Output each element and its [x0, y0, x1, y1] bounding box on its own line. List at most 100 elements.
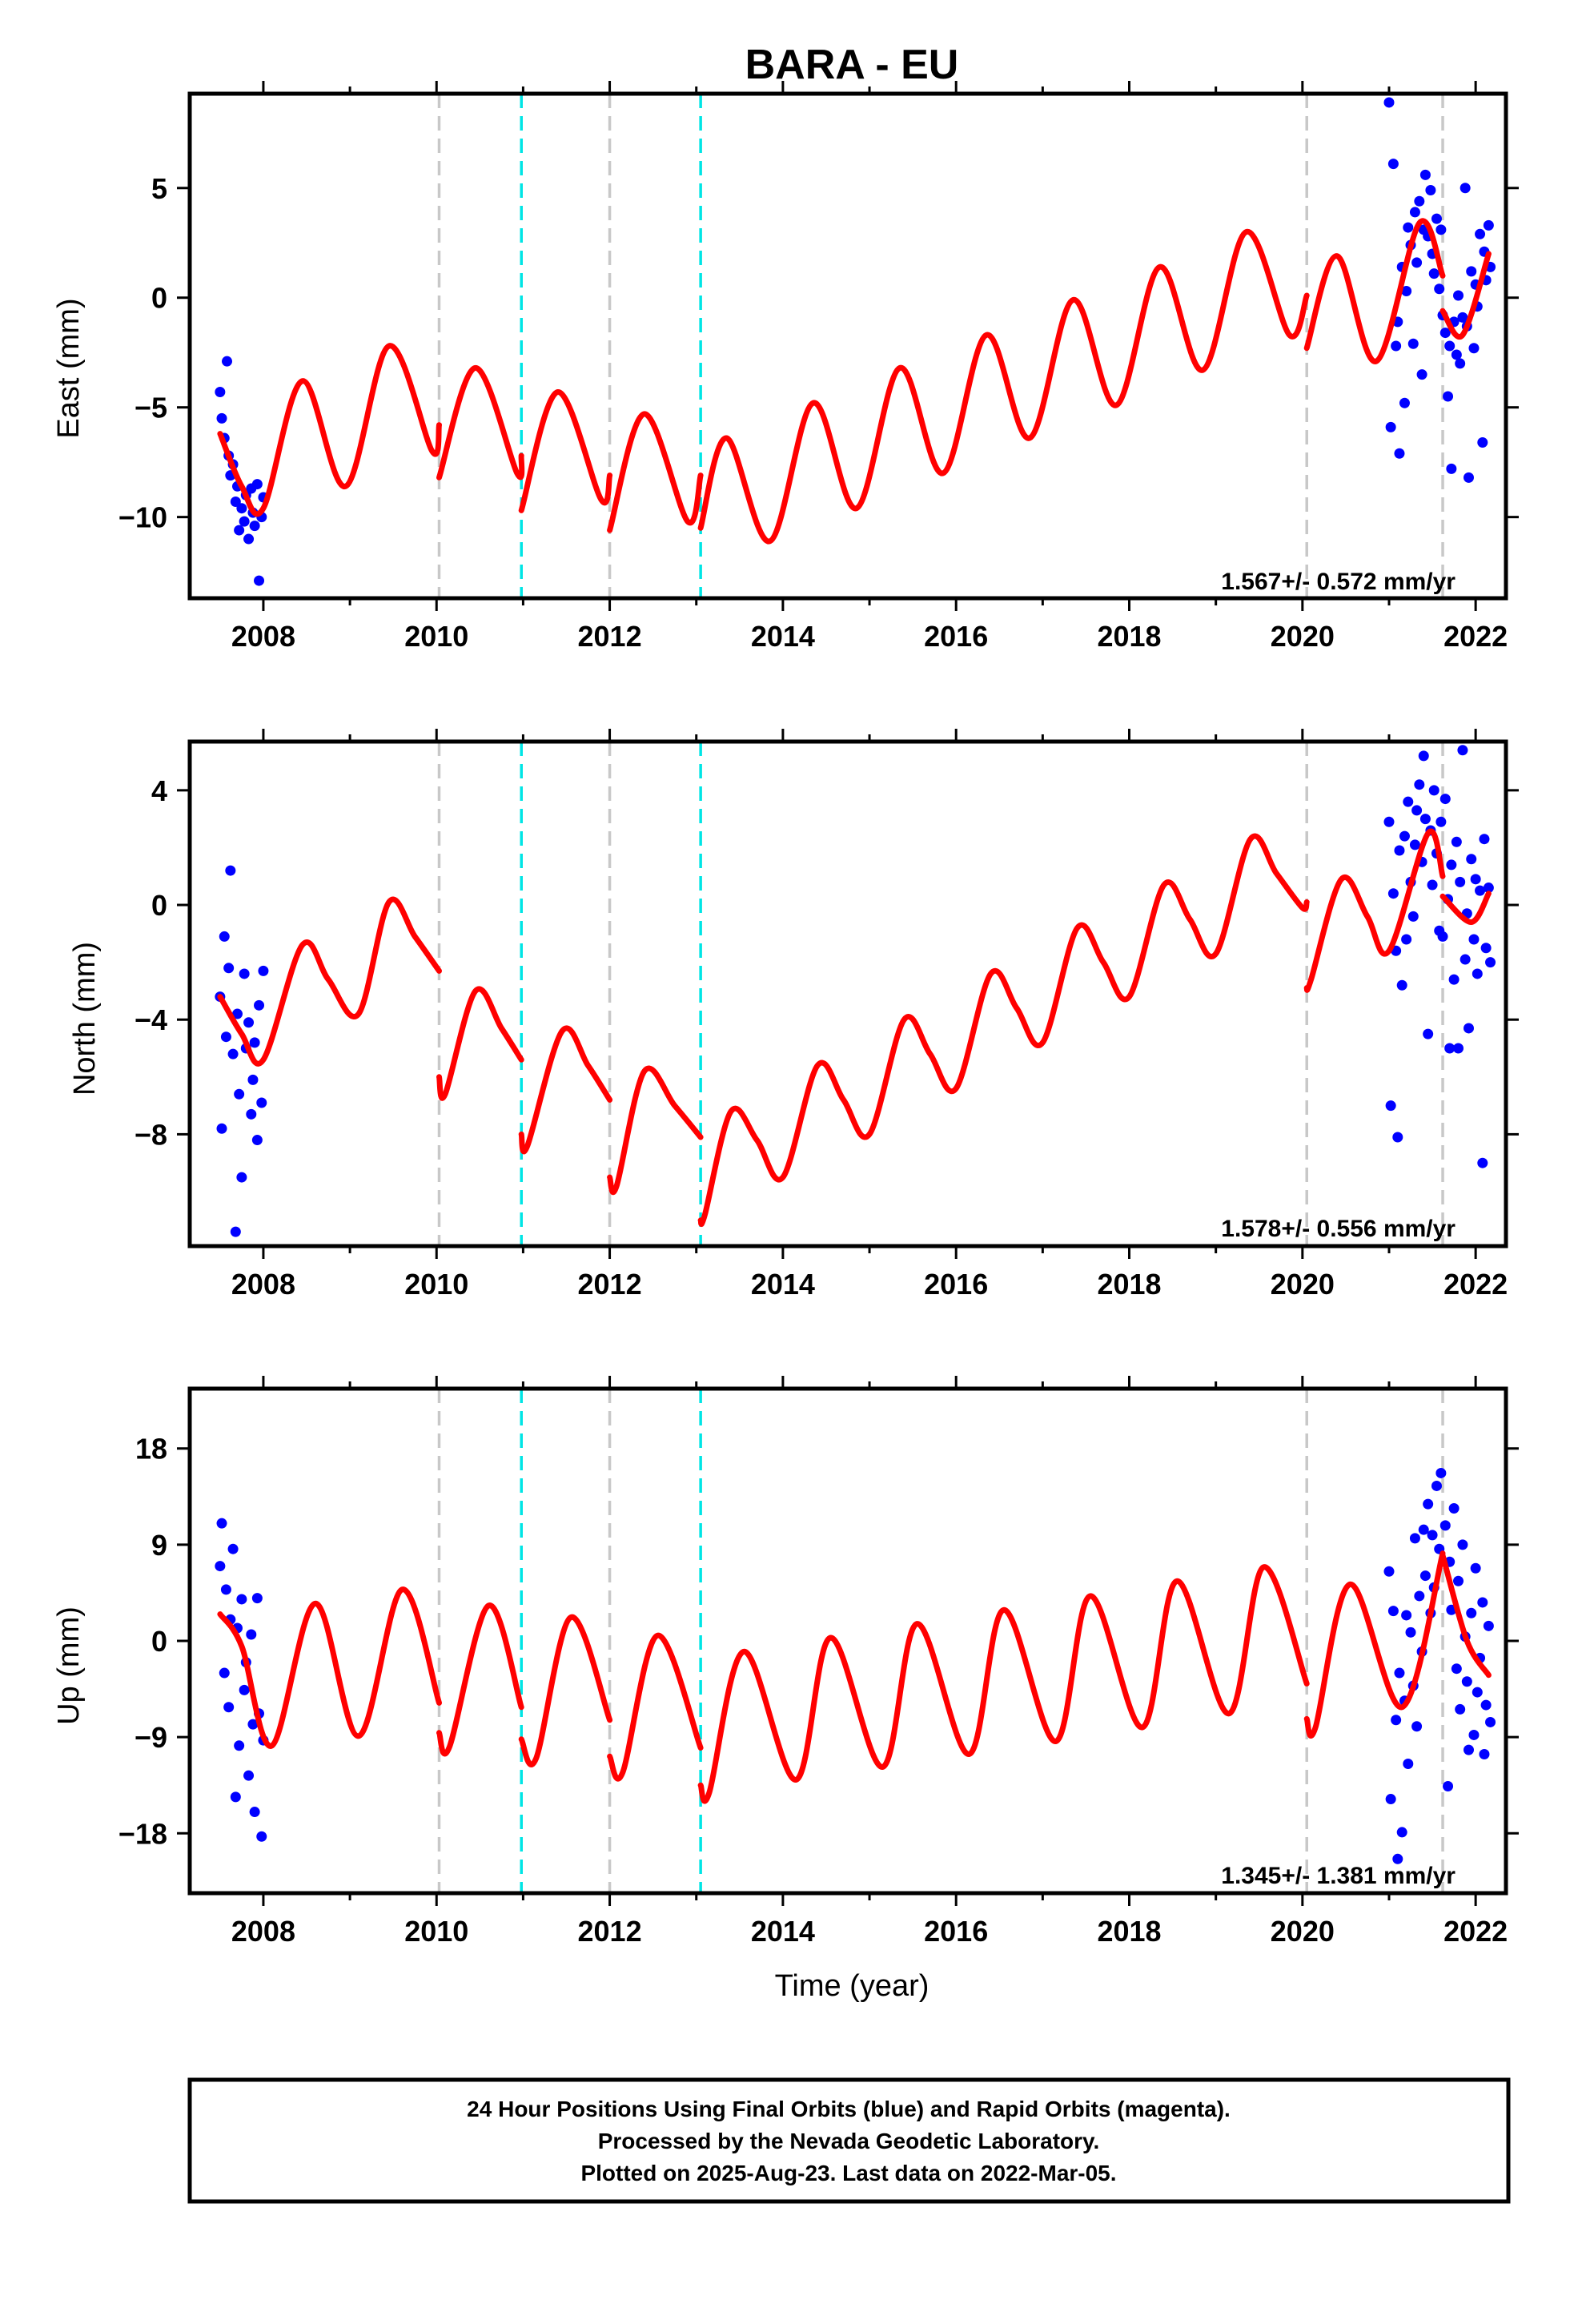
observation-point — [1485, 957, 1496, 968]
observation-point — [247, 1074, 259, 1085]
observation-point — [219, 1667, 230, 1679]
observation-point — [1405, 1626, 1416, 1638]
observation-point — [1475, 885, 1486, 896]
observation-point — [1483, 1620, 1494, 1631]
observation-point — [1453, 1043, 1464, 1054]
y-tick-label: 18 — [135, 1433, 167, 1466]
observation-point — [1483, 219, 1494, 231]
observation-point — [1399, 830, 1410, 842]
observation-point — [1425, 185, 1436, 196]
x-axis-east: 2008 2010 2012 2014 2016 2018 2020 2022 — [231, 81, 1508, 653]
observation-point — [1477, 437, 1488, 448]
model-fit-line — [1303, 1550, 1446, 1739]
observation-point — [1383, 1566, 1395, 1577]
observation-point — [1401, 1610, 1412, 1621]
observation-point — [1446, 859, 1457, 870]
observation-point — [1466, 1607, 1477, 1618]
observation-point — [1392, 1853, 1403, 1864]
observation-point — [1444, 340, 1456, 352]
observation-point — [1423, 1028, 1434, 1039]
observation-point — [1385, 1100, 1396, 1112]
x-tick-label: 2008 — [231, 1915, 295, 1948]
observation-point — [216, 412, 227, 424]
velocity-label-up: 1.345+/- 1.381 mm/yr — [1221, 1863, 1456, 1889]
observation-point — [1427, 879, 1438, 891]
observation-point — [1392, 1132, 1403, 1143]
x-axis-label: Time (year) — [775, 1969, 930, 2003]
observation-point — [1439, 328, 1451, 339]
model-fit-line — [436, 986, 524, 1101]
y-axis-label-up: Up (mm) — [52, 1606, 86, 1725]
observation-point — [1394, 845, 1405, 856]
observation-point — [1385, 421, 1396, 432]
observation-point — [1394, 448, 1405, 459]
x-tick-label: 2022 — [1443, 1915, 1508, 1948]
footnote-line-3: Plotted on 2025-Aug-23. Last data on 202… — [580, 2161, 1116, 2185]
model-fit-line — [607, 1065, 704, 1196]
observation-point — [215, 1561, 226, 1572]
observation-point — [1418, 750, 1429, 762]
observation-point — [1485, 1716, 1496, 1727]
model-fit-up — [217, 1550, 1492, 1804]
x-tick-label: 2014 — [751, 1915, 815, 1948]
observation-point — [1423, 1498, 1434, 1510]
model-fit-line — [1439, 891, 1492, 925]
observation-point — [249, 1037, 260, 1048]
observation-point — [1443, 1781, 1454, 1792]
observation-point — [1394, 1667, 1405, 1679]
observation-point — [223, 1702, 235, 1713]
observation-point — [247, 1719, 259, 1730]
observation-point — [1448, 974, 1460, 985]
observation-point — [1463, 1023, 1474, 1034]
footnote-line-1: 24 Hour Positions Using Final Orbits (bl… — [467, 2097, 1231, 2121]
y-axis-east: 5 0 −5 −10 — [118, 172, 1519, 534]
observation-point — [1468, 1729, 1480, 1740]
model-fit-line — [1439, 1552, 1492, 1679]
observation-point — [1443, 391, 1454, 402]
observation-point — [1455, 1703, 1466, 1715]
model-fit-line — [607, 1632, 704, 1782]
observation-point — [1419, 1570, 1431, 1582]
observation-point — [227, 1543, 239, 1554]
velocity-label-east: 1.567+/- 0.572 mm/yr — [1221, 569, 1456, 595]
observation-point — [1409, 1533, 1420, 1544]
footnote-line-2: Processed by the Nevada Geodetic Laborat… — [598, 2129, 1100, 2153]
observation-point — [1409, 207, 1420, 218]
observation-point — [1448, 1502, 1460, 1514]
x-tick-label: 2018 — [1097, 1915, 1161, 1948]
observation-point — [1475, 228, 1486, 239]
panel-east: 2008 2010 2012 2014 2016 2018 2020 202250−5−10 … — [52, 81, 1519, 653]
model-fit-north — [217, 828, 1492, 1228]
observation-point — [1396, 1827, 1407, 1838]
x-tick-label: 2010 — [404, 1268, 468, 1301]
observation-point — [1479, 834, 1490, 845]
x-tick-label: 2016 — [924, 1915, 988, 1948]
axes-frame-east — [187, 91, 1508, 601]
observation-point — [1451, 836, 1462, 847]
observation-point — [1411, 257, 1423, 268]
observation-point — [1453, 1575, 1464, 1586]
observation-point — [236, 1172, 247, 1183]
model-fit-line — [518, 1025, 613, 1155]
observation-point — [1387, 159, 1399, 170]
x-tick-label: 2018 — [1097, 1268, 1161, 1301]
observation-point — [254, 575, 265, 586]
observation-point — [1428, 268, 1439, 279]
observation-point — [1403, 222, 1414, 233]
event-lines-up — [437, 1389, 1444, 1893]
footnote-box: 24 Hour Positions Using Final Orbits (bl… — [187, 2077, 1511, 2204]
y-tick-label: 9 — [151, 1529, 167, 1562]
model-fit-line — [1439, 251, 1492, 340]
observation-point — [1460, 954, 1471, 965]
x-tick-label: 2014 — [751, 1268, 815, 1301]
model-fit-line — [217, 1586, 442, 1749]
observation-point — [1387, 1606, 1399, 1617]
observation-point — [216, 1123, 227, 1134]
observation-point — [1451, 1663, 1462, 1675]
observation-point — [258, 965, 269, 976]
observation-point — [1396, 979, 1407, 991]
x-tick-label: 2016 — [924, 1268, 988, 1301]
y-axis-north: 4 0 −4 −8 — [135, 774, 1519, 1151]
y-tick-label: 5 — [151, 172, 167, 205]
